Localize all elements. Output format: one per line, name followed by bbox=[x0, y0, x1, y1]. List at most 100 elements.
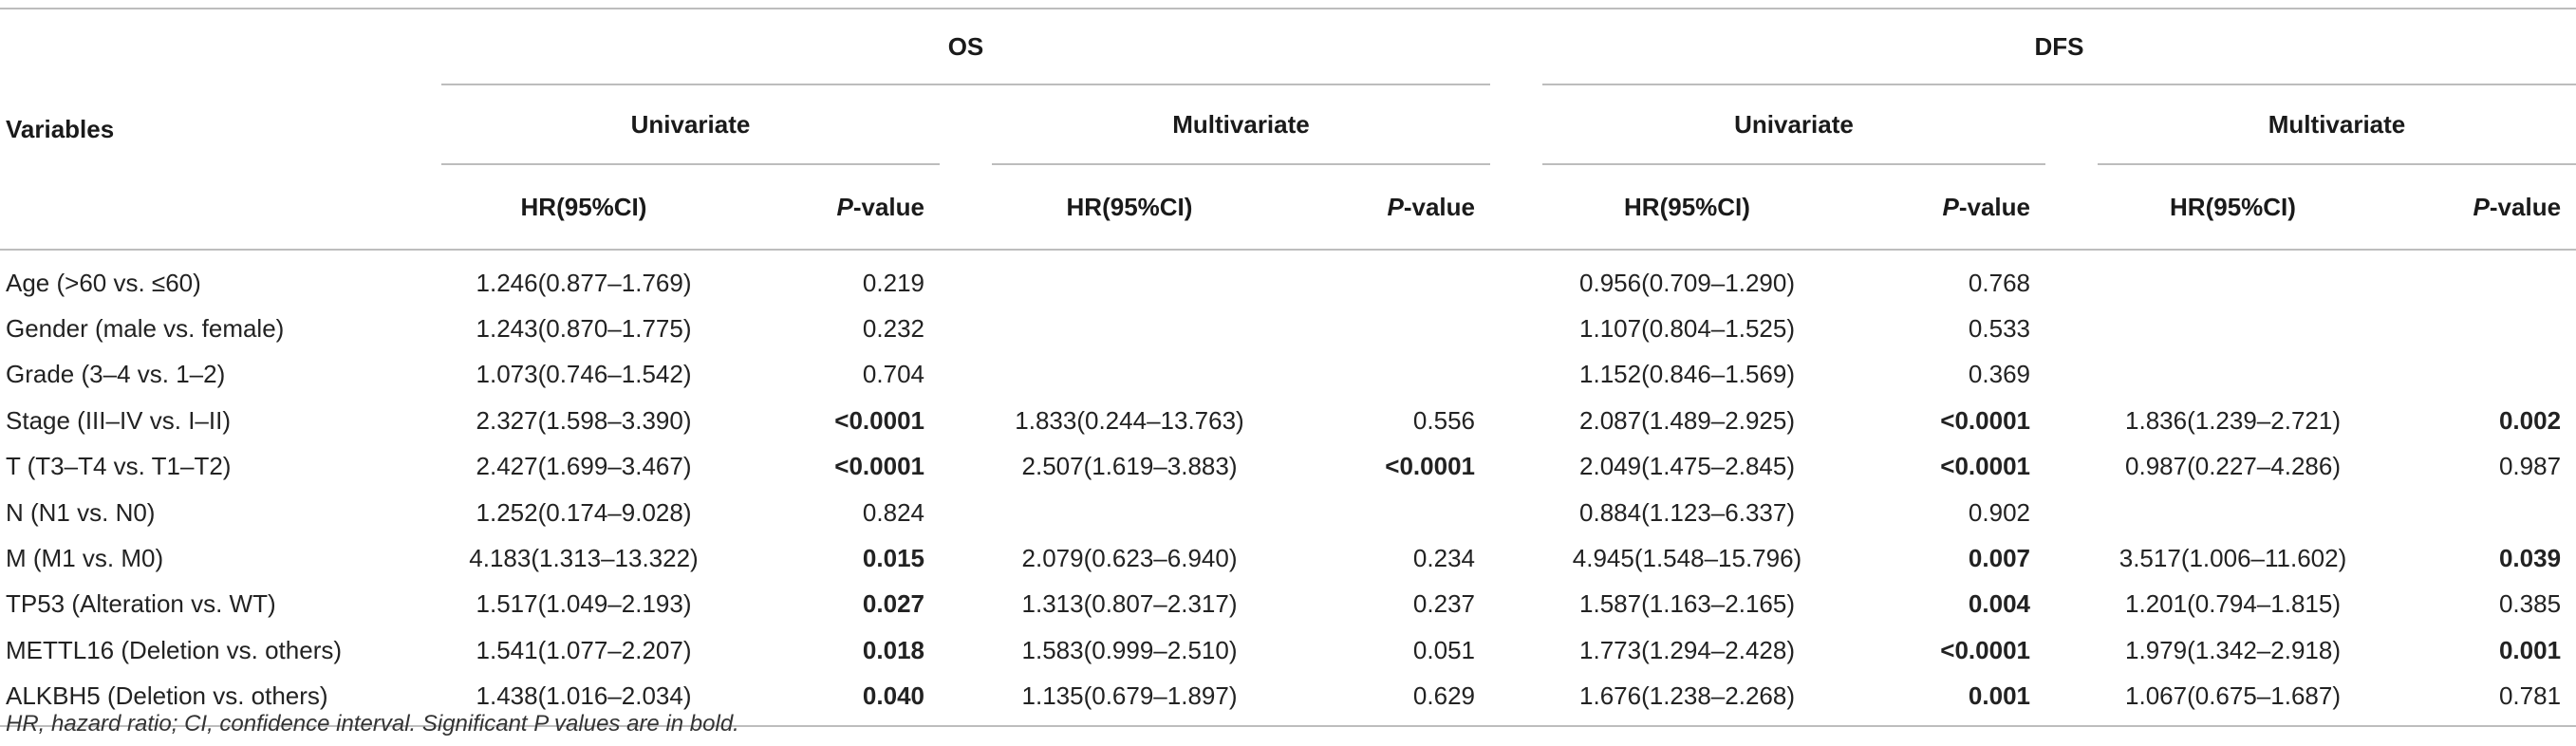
column-gap bbox=[940, 674, 992, 727]
column-gap bbox=[2045, 582, 2098, 627]
dfs-multivariate-p-cell: 0.039 bbox=[2498, 544, 2562, 573]
os-group-label: OS bbox=[441, 9, 1490, 85]
dfs-multivariate-hr-cell: 1.201(0.794–1.815) bbox=[2125, 589, 2341, 619]
table-row: ALKBH5 (Deletion vs. others) 1.438(1.016–… bbox=[0, 674, 2576, 727]
column-gap bbox=[2045, 535, 2098, 581]
table-footnote: HR, hazard ratio; CI, confidence interva… bbox=[6, 711, 739, 737]
os-multivariate-p-cell: 0.629 bbox=[1267, 674, 1490, 727]
os-multivariate-hr-cell: 2.079(0.623–6.940) bbox=[1021, 544, 1238, 573]
os-group-header: OS bbox=[441, 8, 1490, 85]
column-gap bbox=[1490, 352, 1542, 398]
dfs-multivariate-p-cell bbox=[2368, 251, 2576, 306]
dfs-multivariate-hr-cell: 1.067(0.675–1.687) bbox=[2098, 674, 2368, 727]
column-gap bbox=[940, 627, 992, 673]
dfs-group-header: DFS bbox=[1542, 8, 2576, 85]
os-multivariate-p-cell: 0.234 bbox=[1412, 544, 1475, 573]
os-multivariate-p-cell: 0.051 bbox=[1412, 635, 1475, 664]
group-gap bbox=[1490, 8, 1542, 85]
dfs-univariate-p-cell: 0.902 bbox=[1968, 497, 2030, 527]
os-univariate-p-cell: 0.027 bbox=[862, 589, 924, 619]
dfs-univariate-hr-cell: 2.087(1.489–2.925) bbox=[1579, 405, 1795, 435]
column-gap bbox=[940, 490, 992, 535]
column-gap bbox=[1490, 627, 1542, 673]
table-row: M (M1 vs. M0) 4.183(1.313–13.322) 0.015 2.0… bbox=[0, 535, 2576, 581]
table-row: METTL16 (Deletion vs. others) 1.541(1.077… bbox=[0, 627, 2576, 673]
dfs-multivariate-p-cell: 0.987 bbox=[2498, 452, 2562, 481]
hr-ci-header: HR(95%CI) bbox=[441, 165, 726, 251]
variables-header: Variables bbox=[0, 8, 441, 251]
column-gap bbox=[2045, 444, 2098, 490]
dfs-univariate-hr-cell: 1.773(1.294–2.428) bbox=[1579, 635, 1795, 664]
column-gap bbox=[940, 352, 992, 398]
dfs-multivariate-p-cell: 0.001 bbox=[2498, 635, 2562, 664]
os-multivariate-p-cell: 0.556 bbox=[1412, 405, 1475, 435]
table-body: Age (>60 vs. ≤60) 1.246(0.877–1.769) 0.219… bbox=[0, 251, 2576, 727]
os-multivariate-p-cell: <0.0001 bbox=[1385, 452, 1475, 481]
os-univariate-p-cell: 0.040 bbox=[726, 674, 940, 727]
p-value-suffix: -value bbox=[852, 192, 924, 221]
column-gap bbox=[2045, 398, 2098, 443]
os-univariate-hr-cell: 1.246(0.877–1.769) bbox=[476, 268, 692, 297]
os-univariate-p-cell: 0.015 bbox=[862, 544, 924, 573]
subgroup-gap bbox=[2045, 85, 2098, 165]
column-gap bbox=[2045, 627, 2098, 673]
dfs-univariate-header: Univariate bbox=[1542, 85, 2045, 165]
column-gap bbox=[1490, 444, 1542, 490]
os-multivariate-p-cell bbox=[1267, 251, 1490, 306]
column-gap bbox=[1490, 398, 1542, 443]
column-gap bbox=[940, 582, 992, 627]
table-row: T (T3–T4 vs. T1–T2) 2.427(1.699–3.467) <0.… bbox=[0, 444, 2576, 490]
p-value-italic: P bbox=[1387, 192, 1404, 221]
dfs-multivariate-header: Multivariate bbox=[2098, 85, 2576, 165]
subgroup-gap bbox=[940, 165, 992, 251]
os-multivariate-header: Multivariate bbox=[992, 85, 1490, 165]
dfs-group-label: DFS bbox=[1542, 9, 2576, 85]
dfs-multivariate-hr-cell: 0.987(0.227–4.286) bbox=[2125, 452, 2341, 481]
os-multivariate-hr-cell: 1.313(0.807–2.317) bbox=[1021, 589, 1238, 619]
table-row: Stage (III–IV vs. I–II) 2.327(1.598–3.390… bbox=[0, 398, 2576, 443]
table-row: Grade (3–4 vs. 1–2) 1.073(0.746–1.542) 0.7… bbox=[0, 352, 2576, 398]
results-table-container: Variables OS DFS Univariate Multivariate… bbox=[0, 8, 2576, 727]
os-univariate-p-cell: <0.0001 bbox=[834, 405, 924, 435]
os-univariate-p-cell: 0.018 bbox=[862, 635, 924, 664]
p-value-header: P-value bbox=[726, 165, 940, 251]
os-univariate-p-cell: 0.232 bbox=[862, 314, 924, 344]
os-univariate-hr-cell: 1.252(0.174–9.028) bbox=[476, 497, 692, 527]
dfs-multivariate-hr-cell: 3.517(1.006–11.602) bbox=[2119, 544, 2347, 573]
p-value-header: P-value bbox=[1267, 165, 1490, 251]
dfs-multivariate-p-cell: 0.781 bbox=[2368, 674, 2576, 727]
p-value-suffix: -value bbox=[2489, 192, 2562, 221]
column-gap bbox=[2045, 490, 2098, 535]
p-value-italic: P bbox=[836, 192, 853, 221]
p-value-italic: P bbox=[1942, 192, 1959, 221]
variable-cell: TP53 (Alteration vs. WT) bbox=[6, 589, 276, 619]
table-row: Age (>60 vs. ≤60) 1.246(0.877–1.769) 0.219… bbox=[0, 251, 2576, 306]
os-univariate-hr-cell: 2.427(1.699–3.467) bbox=[476, 452, 692, 481]
os-multivariate-hr-cell: 1.833(0.244–13.763) bbox=[1015, 405, 1244, 435]
column-gap bbox=[940, 444, 992, 490]
column-gap bbox=[1490, 674, 1542, 727]
os-univariate-hr-cell: 1.541(1.077–2.207) bbox=[476, 635, 692, 664]
dfs-univariate-p-cell: 0.369 bbox=[1968, 360, 2030, 389]
column-gap bbox=[1490, 306, 1542, 351]
column-gap bbox=[940, 251, 992, 306]
os-univariate-label: Univariate bbox=[441, 85, 940, 165]
os-univariate-hr-cell: 1.243(0.870–1.775) bbox=[476, 314, 692, 344]
os-multivariate-hr-cell bbox=[992, 306, 1267, 351]
os-univariate-hr-cell: 1.438(1.016–2.034) bbox=[441, 674, 726, 727]
variable-cell: Age (>60 vs. ≤60) bbox=[6, 268, 201, 297]
os-multivariate-hr-cell: 2.507(1.619–3.883) bbox=[1021, 452, 1238, 481]
variable-cell: Gender (male vs. female) bbox=[6, 314, 285, 344]
p-value-italic: P bbox=[2473, 192, 2490, 221]
p-value-header: P-value bbox=[1832, 165, 2045, 251]
column-gap bbox=[2045, 306, 2098, 351]
dfs-univariate-hr-cell: 1.152(0.846–1.569) bbox=[1579, 360, 1795, 389]
os-univariate-hr-cell: 4.183(1.313–13.322) bbox=[469, 544, 699, 573]
dfs-univariate-hr-cell: 1.587(1.163–2.165) bbox=[1579, 589, 1795, 619]
subgroup-gap bbox=[2045, 165, 2098, 251]
dfs-univariate-p-cell: 0.004 bbox=[1968, 589, 2030, 619]
dfs-multivariate-hr-cell bbox=[2098, 490, 2368, 535]
dfs-multivariate-hr-cell bbox=[2098, 251, 2368, 306]
dfs-multivariate-hr-cell: 1.836(1.239–2.721) bbox=[2125, 405, 2341, 435]
dfs-multivariate-p-cell bbox=[2368, 490, 2576, 535]
